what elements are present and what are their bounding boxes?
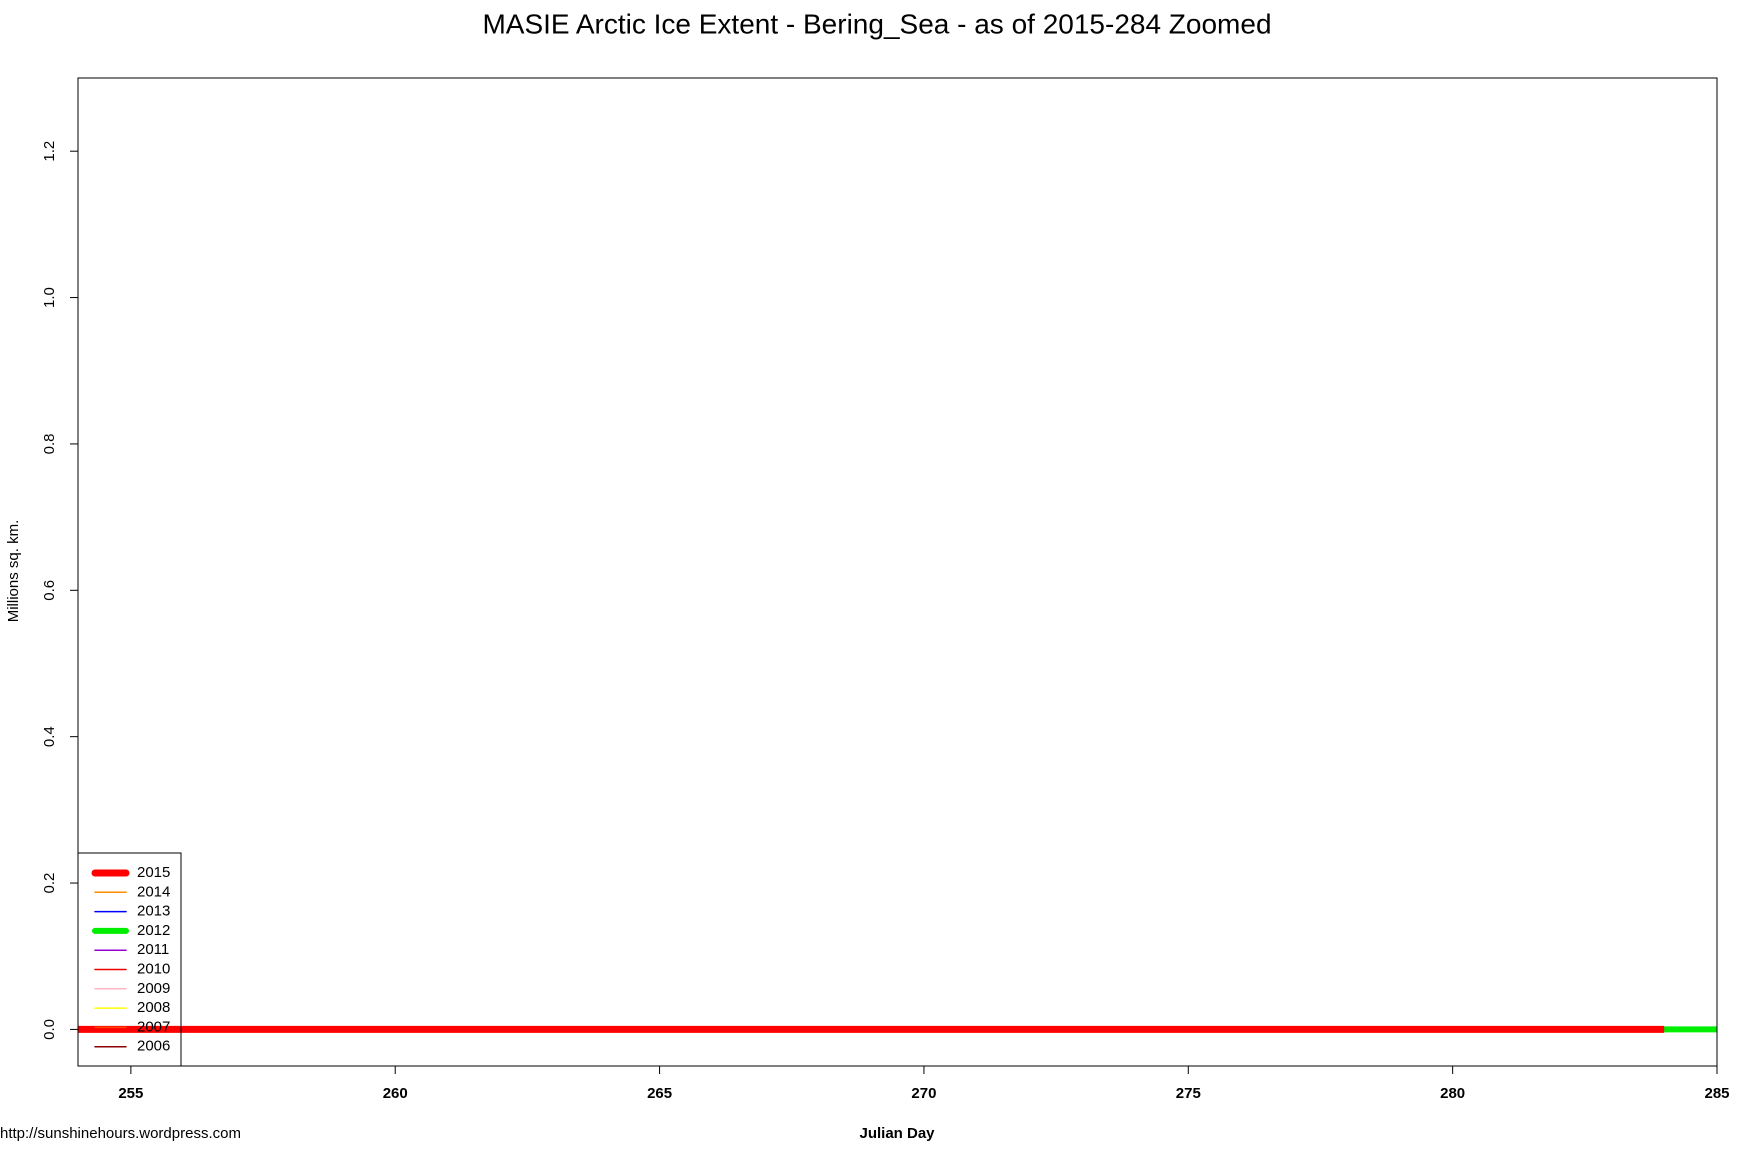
chart-title: MASIE Arctic Ice Extent - Bering_Sea - a…: [482, 8, 1271, 39]
y-tick-label: 1.2: [41, 141, 58, 162]
legend-label: 2014: [137, 883, 170, 900]
x-tick-label: 255: [118, 1085, 143, 1102]
x-tick-label: 275: [1176, 1085, 1201, 1102]
legend-label: 2006: [137, 1038, 170, 1055]
y-tick-label: 1.0: [41, 287, 58, 308]
legend-label: 2011: [137, 941, 169, 958]
legend-label: 2007: [137, 1018, 170, 1035]
x-axis-label: Julian Day: [859, 1125, 935, 1142]
legend-label: 2013: [137, 903, 170, 920]
source-note: http://sunshinehours.wordpress.com: [0, 1125, 241, 1142]
legend-label: 2008: [137, 999, 170, 1016]
y-tick-label: 0.4: [41, 726, 58, 747]
y-tick-label: 0.8: [41, 433, 58, 454]
y-tick-label: 0.6: [41, 580, 58, 601]
x-tick-label: 260: [383, 1085, 408, 1102]
legend-box: [77, 852, 182, 1067]
y-tick-label: 0.0: [41, 1019, 58, 1040]
legend-label: 2015: [137, 864, 170, 881]
x-tick-label: 285: [1704, 1085, 1729, 1102]
legend-label: 2010: [137, 960, 170, 977]
y-tick-label: 0.2: [41, 873, 58, 894]
plot-frame: [77, 77, 1718, 1067]
legend-label: 2012: [137, 922, 170, 939]
x-tick-label: 280: [1440, 1085, 1465, 1102]
x-tick-label: 265: [647, 1085, 672, 1102]
legend-label: 2009: [137, 980, 170, 997]
y-axis-label: Millions sq. km.: [5, 520, 22, 623]
x-tick-label: 270: [911, 1085, 936, 1102]
